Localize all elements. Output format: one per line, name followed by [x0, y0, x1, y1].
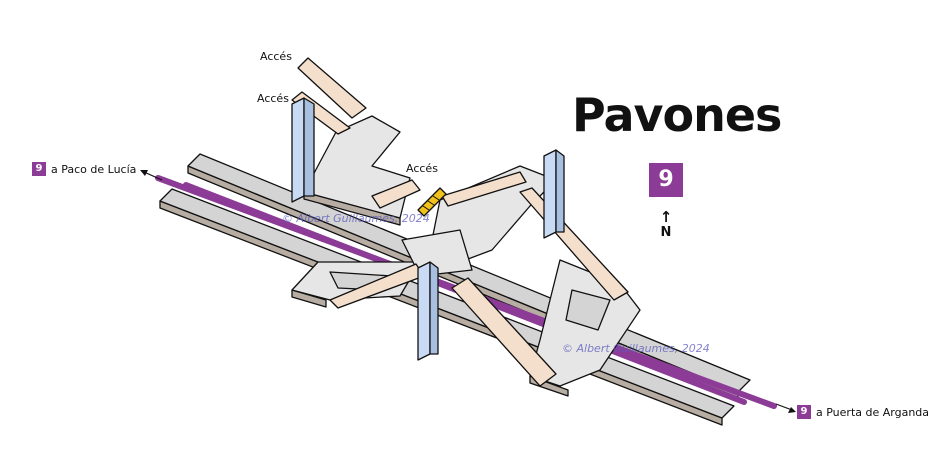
- destination-west-label: a Paco de Lucía: [51, 162, 137, 176]
- compass: ↑ N: [652, 208, 680, 241]
- line-badge: 9: [649, 163, 683, 197]
- destination-east-line-badge: 9: [797, 405, 811, 419]
- arrow-east-icon: [775, 403, 796, 413]
- compass-label: N: [660, 225, 672, 240]
- destination-west: 9 a Paco de Lucía: [32, 162, 136, 176]
- north-arrow-icon: ↑: [659, 208, 673, 226]
- destination-east-label: a Puerta de Arganda: [816, 405, 930, 419]
- access-label-3: Accés: [406, 162, 438, 175]
- elevator-west: [291, 97, 315, 203]
- destination-east: 9 a Puerta de Arganda: [797, 405, 929, 419]
- elevator-east: [543, 149, 565, 239]
- mezzanine-west: [291, 261, 421, 308]
- arrow-west-icon: [140, 170, 163, 181]
- access-label-2: Accés: [257, 92, 289, 105]
- watermark-2: © Albert Guillaumes, 2024: [562, 342, 710, 355]
- watermark-1: © Albert Guillaumes, 2024: [282, 212, 430, 225]
- destination-west-line-badge: 9: [32, 162, 46, 176]
- access-label-1: Accés: [260, 50, 292, 63]
- escalator-icon: [417, 187, 447, 217]
- elevator-center: [417, 261, 439, 361]
- station-title: Pavones: [572, 88, 782, 142]
